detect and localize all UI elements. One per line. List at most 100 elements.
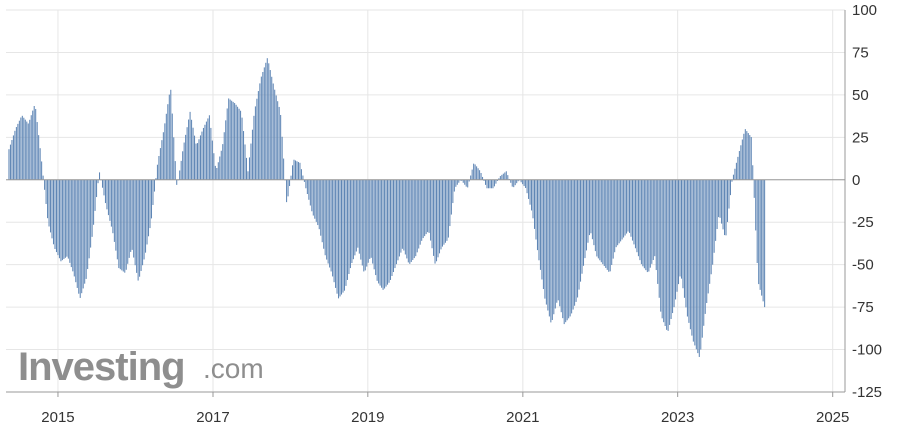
bar: [24, 119, 26, 180]
bar: [32, 110, 34, 180]
bar: [320, 179, 322, 236]
bar: [235, 104, 237, 180]
bar: [591, 179, 593, 240]
bar: [611, 179, 613, 265]
bar: [501, 174, 503, 180]
bar: [45, 179, 47, 204]
bar: [566, 179, 568, 321]
bar: [660, 179, 662, 312]
bar: [615, 179, 617, 248]
bar: [446, 179, 448, 241]
bar: [588, 179, 590, 236]
bar: [373, 179, 375, 270]
bar: [17, 123, 19, 180]
bar: [351, 179, 353, 264]
bar: [528, 179, 530, 199]
bar: [395, 179, 397, 265]
bar: [740, 145, 742, 180]
bar: [192, 127, 194, 180]
bar: [752, 165, 754, 180]
bar: [164, 123, 166, 180]
bar: [146, 179, 148, 245]
bar: [444, 179, 446, 243]
bar: [88, 179, 90, 259]
bar: [94, 179, 96, 211]
bar: [262, 71, 264, 180]
bar: [513, 179, 515, 188]
bar: [48, 179, 50, 227]
bar: [563, 179, 565, 325]
bar: [483, 179, 485, 181]
bar: [189, 111, 191, 180]
bar: [272, 83, 274, 180]
x-tick-label: 2025: [816, 409, 849, 426]
bar: [504, 172, 506, 180]
bar: [618, 179, 620, 244]
bar: [548, 179, 550, 317]
bar: [240, 110, 242, 180]
bar: [677, 179, 680, 285]
bar: [11, 140, 13, 180]
bar: [97, 179, 99, 184]
bar: [482, 176, 484, 180]
bar: [204, 124, 206, 180]
bar: [626, 179, 628, 234]
bar: [51, 179, 53, 239]
bar: [392, 179, 394, 273]
bar: [122, 179, 124, 272]
bar: [404, 179, 406, 255]
bar: [741, 139, 743, 180]
bar: [722, 179, 724, 230]
bar: [275, 95, 277, 180]
bar: [196, 143, 199, 180]
bar: [165, 113, 167, 180]
bar: [443, 179, 445, 245]
bar: [523, 179, 525, 187]
bar: [412, 179, 414, 261]
bar: [505, 171, 507, 180]
bar: [265, 62, 267, 180]
bar: [474, 164, 476, 180]
bar: [624, 179, 626, 236]
bar: [300, 169, 302, 180]
bar: [532, 179, 534, 219]
bar: [238, 108, 240, 180]
bar: [749, 135, 751, 180]
bar: [577, 179, 579, 298]
bar: [520, 179, 522, 183]
bar: [150, 179, 153, 219]
bar: [397, 179, 399, 261]
bar: [161, 140, 163, 180]
bar: [159, 148, 161, 180]
bar: [703, 179, 705, 326]
bar: [438, 179, 441, 254]
bar: [692, 179, 694, 342]
bar: [630, 179, 632, 237]
x-tick-label: 2019: [351, 409, 384, 426]
bar: [39, 148, 41, 180]
bar: [256, 98, 258, 180]
bar: [382, 179, 384, 290]
bar: [137, 179, 139, 281]
bar: [375, 179, 377, 276]
bar: [686, 179, 688, 317]
bar: [15, 127, 17, 180]
bar: [82, 179, 84, 289]
bar: [162, 132, 164, 180]
bar: [608, 179, 610, 272]
bar: [675, 179, 677, 300]
bar: [186, 127, 188, 180]
bar: [753, 179, 755, 198]
bar: [104, 179, 106, 204]
bar: [609, 179, 611, 272]
bar: [93, 179, 95, 225]
bar: [195, 143, 197, 180]
bar: [225, 120, 227, 180]
bar: [201, 131, 203, 180]
bar: [737, 156, 739, 180]
bar: [361, 179, 363, 266]
bar: [125, 179, 127, 270]
bar: [207, 118, 209, 180]
bar: [214, 165, 216, 180]
bar: [605, 179, 607, 268]
